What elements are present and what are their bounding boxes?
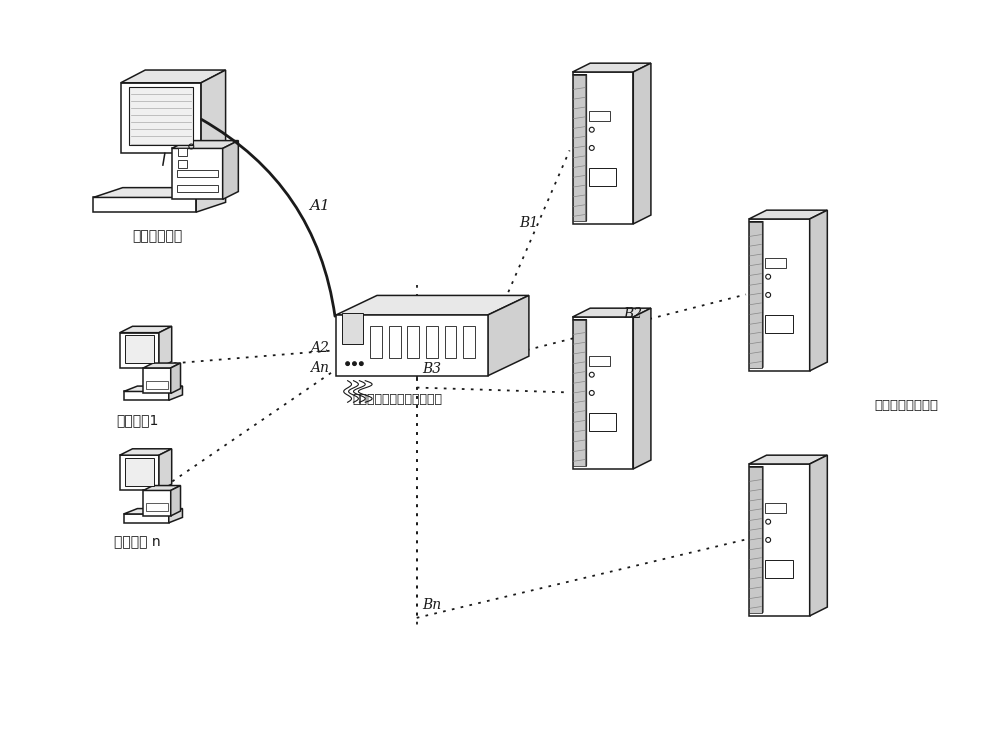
Text: 复用终端1: 复用终端1 [116, 413, 159, 427]
Polygon shape [177, 185, 218, 192]
Polygon shape [124, 514, 169, 523]
Polygon shape [129, 87, 193, 145]
Polygon shape [125, 335, 154, 363]
Polygon shape [120, 333, 159, 368]
Circle shape [360, 362, 363, 366]
Polygon shape [121, 70, 226, 83]
Polygon shape [749, 464, 810, 616]
Polygon shape [159, 326, 172, 368]
Polygon shape [389, 326, 401, 357]
Polygon shape [463, 326, 475, 357]
Polygon shape [765, 504, 786, 512]
Polygon shape [445, 326, 456, 357]
Polygon shape [201, 70, 226, 154]
Polygon shape [143, 485, 181, 491]
Polygon shape [146, 381, 168, 389]
Polygon shape [589, 167, 616, 186]
Polygon shape [159, 449, 172, 491]
Polygon shape [143, 368, 171, 393]
Polygon shape [125, 458, 154, 485]
Polygon shape [196, 188, 226, 212]
Polygon shape [810, 211, 827, 371]
Polygon shape [169, 509, 182, 523]
Polygon shape [589, 413, 616, 431]
Polygon shape [749, 467, 762, 613]
Polygon shape [172, 148, 223, 200]
Polygon shape [171, 485, 181, 516]
Polygon shape [633, 63, 651, 224]
Polygon shape [124, 392, 169, 401]
Text: Bn: Bn [423, 598, 442, 612]
Polygon shape [336, 315, 488, 376]
Text: A2: A2 [310, 341, 328, 355]
Polygon shape [171, 363, 181, 393]
Polygon shape [488, 295, 529, 376]
Polygon shape [120, 326, 172, 333]
Polygon shape [223, 140, 238, 200]
Polygon shape [120, 449, 172, 455]
Polygon shape [407, 326, 419, 357]
Polygon shape [765, 259, 786, 268]
Text: 网络交换机（或者路由器）: 网络交换机（或者路由器） [352, 393, 442, 406]
Polygon shape [178, 148, 187, 156]
Circle shape [346, 362, 349, 366]
Polygon shape [749, 219, 810, 371]
Text: A1: A1 [309, 200, 330, 213]
Polygon shape [146, 503, 168, 511]
Polygon shape [177, 170, 218, 177]
Text: B1: B1 [519, 216, 538, 230]
Polygon shape [749, 222, 762, 368]
Polygon shape [633, 308, 651, 469]
Polygon shape [589, 112, 610, 121]
Polygon shape [573, 308, 651, 317]
Polygon shape [810, 455, 827, 616]
Polygon shape [143, 491, 171, 516]
Polygon shape [121, 83, 201, 154]
Polygon shape [589, 357, 610, 366]
Text: 复用终端 n: 复用终端 n [114, 536, 161, 550]
Polygon shape [573, 320, 586, 466]
Polygon shape [124, 509, 182, 514]
Polygon shape [573, 317, 633, 469]
Polygon shape [426, 326, 438, 357]
Polygon shape [573, 63, 651, 72]
Polygon shape [169, 386, 182, 401]
Circle shape [353, 362, 356, 366]
Text: An: An [310, 361, 328, 375]
Polygon shape [172, 140, 238, 148]
Polygon shape [573, 75, 586, 221]
Polygon shape [178, 160, 187, 168]
Text: B2: B2 [623, 306, 642, 321]
Polygon shape [749, 455, 827, 464]
Polygon shape [143, 363, 181, 368]
Text: 复用控制终端: 复用控制终端 [132, 229, 182, 243]
Polygon shape [342, 313, 363, 344]
Polygon shape [370, 326, 382, 357]
Polygon shape [120, 455, 159, 491]
Polygon shape [765, 560, 793, 578]
FancyArrowPatch shape [202, 119, 335, 317]
Polygon shape [124, 386, 182, 392]
Polygon shape [93, 188, 226, 197]
Polygon shape [749, 211, 827, 219]
Polygon shape [765, 314, 793, 333]
Polygon shape [336, 295, 529, 315]
Text: 工厂集成测试系统: 工厂集成测试系统 [875, 398, 939, 412]
Polygon shape [93, 197, 196, 212]
Text: B3: B3 [423, 362, 442, 376]
Polygon shape [573, 72, 633, 224]
